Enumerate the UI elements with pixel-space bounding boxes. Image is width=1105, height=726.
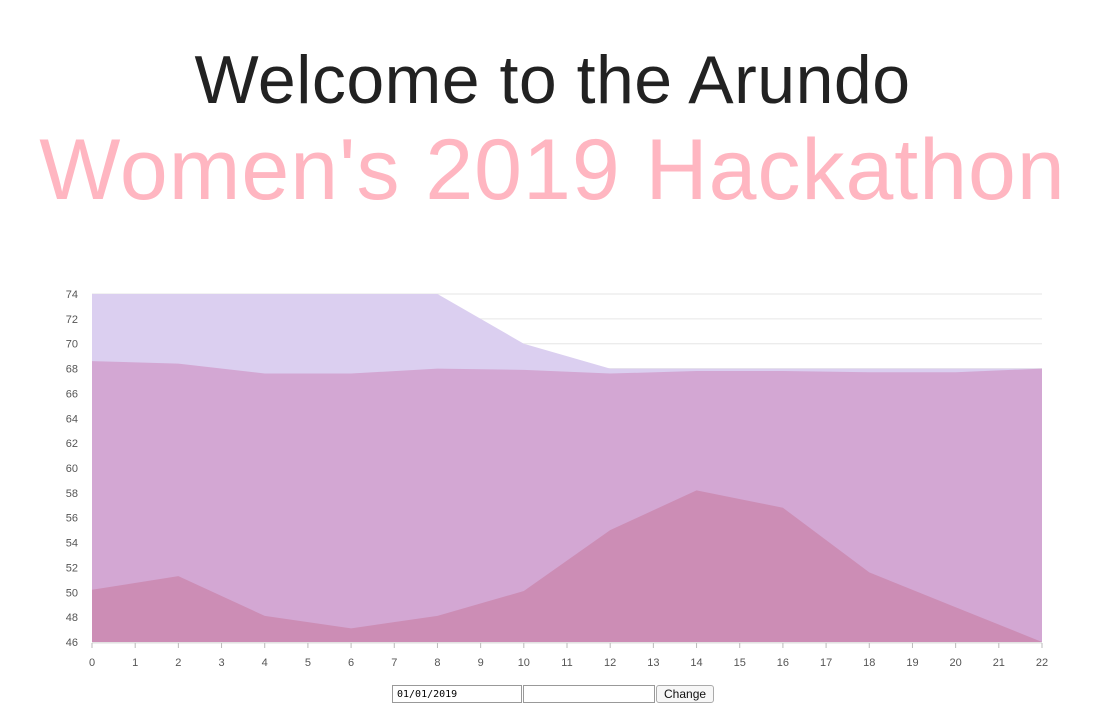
x-tick-label: 11 xyxy=(561,657,572,669)
y-tick-label: 60 xyxy=(66,463,78,475)
y-tick-label: 54 xyxy=(66,538,78,550)
welcome-heading: Welcome to the Arundo xyxy=(194,42,911,118)
x-tick-label: 7 xyxy=(391,657,397,669)
y-tick-label: 74 xyxy=(66,289,78,301)
x-tick-label: 14 xyxy=(690,657,702,669)
x-tick-label: 2 xyxy=(175,657,181,669)
y-tick-label: 72 xyxy=(66,314,78,326)
x-tick-label: 13 xyxy=(647,657,659,669)
value-input[interactable] xyxy=(523,685,655,703)
x-tick-label: 5 xyxy=(305,657,311,669)
x-tick-label: 12 xyxy=(604,657,616,669)
x-tick-label: 15 xyxy=(734,657,746,669)
x-tick-label: 9 xyxy=(478,657,484,669)
date-controls: Change xyxy=(392,684,715,704)
x-tick-label: 18 xyxy=(863,657,875,669)
x-tick-label: 1 xyxy=(132,657,138,669)
y-tick-label: 66 xyxy=(66,388,78,400)
x-tick-label: 22 xyxy=(1036,657,1048,669)
y-tick-label: 58 xyxy=(66,488,78,500)
date-input[interactable] xyxy=(392,685,522,703)
y-tick-label: 62 xyxy=(66,438,78,450)
x-tick-label: 21 xyxy=(993,657,1005,669)
x-tick-label: 17 xyxy=(820,657,832,669)
x-tick-label: 8 xyxy=(434,657,440,669)
x-tick-label: 20 xyxy=(950,657,962,669)
x-tick-label: 19 xyxy=(906,657,918,669)
x-tick-label: 0 xyxy=(89,657,95,669)
y-tick-label: 56 xyxy=(66,513,78,525)
y-tick-label: 52 xyxy=(66,562,78,574)
y-tick-label: 46 xyxy=(66,637,78,649)
y-tick-label: 70 xyxy=(66,339,78,351)
x-tick-label: 3 xyxy=(218,657,224,669)
change-button[interactable]: Change xyxy=(656,685,715,703)
x-tick-label: 4 xyxy=(262,657,268,669)
x-tick-label: 10 xyxy=(518,657,530,669)
y-tick-label: 48 xyxy=(66,612,78,624)
y-tick-label: 50 xyxy=(66,587,78,599)
x-tick-label: 6 xyxy=(348,657,354,669)
y-tick-label: 64 xyxy=(66,413,78,425)
hackathon-heading: Women's 2019 Hackathon xyxy=(39,122,1066,218)
x-tick-label: 16 xyxy=(777,657,789,669)
series-areas xyxy=(92,294,1042,642)
y-tick-label: 68 xyxy=(66,364,78,376)
series-area-3 xyxy=(92,490,1042,642)
